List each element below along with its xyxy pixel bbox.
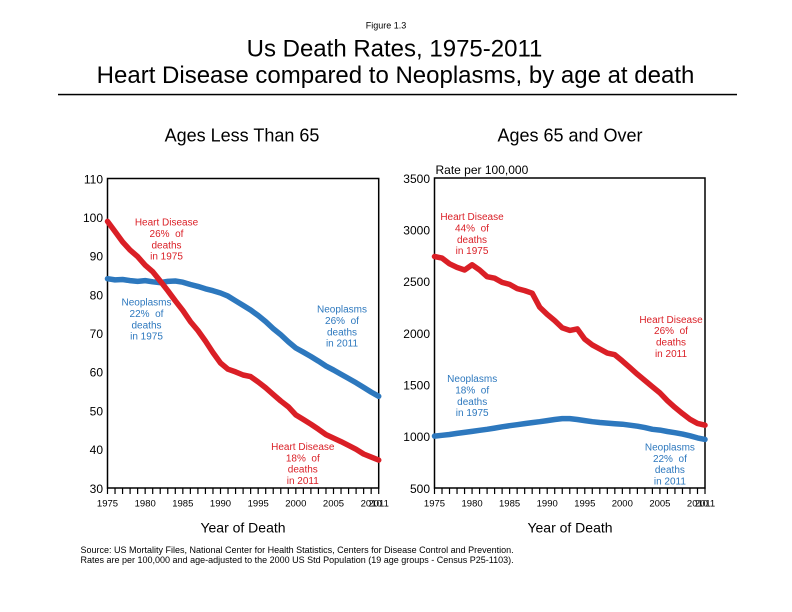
svg-text:1995: 1995 <box>574 498 595 509</box>
svg-text:in 2011: in 2011 <box>655 349 688 360</box>
svg-text:Ages Less Than 65: Ages Less Than 65 <box>165 126 320 146</box>
svg-text:18% of: 18% of <box>286 453 320 464</box>
svg-text:90: 90 <box>90 250 104 264</box>
svg-text:50: 50 <box>90 404 104 418</box>
svg-text:3000: 3000 <box>403 224 430 238</box>
svg-text:Neoplasms: Neoplasms <box>447 374 497 385</box>
svg-text:22% of: 22% of <box>130 309 164 320</box>
svg-text:deaths: deaths <box>457 397 487 408</box>
svg-text:Heart Disease compared to Neop: Heart Disease compared to Neoplasms, by … <box>97 62 695 89</box>
svg-text:Neoplasms: Neoplasms <box>317 305 367 316</box>
svg-text:70: 70 <box>90 327 104 341</box>
svg-text:1985: 1985 <box>172 498 193 509</box>
svg-text:2011: 2011 <box>368 498 388 509</box>
svg-text:Year of Death: Year of Death <box>527 519 612 535</box>
svg-text:1500: 1500 <box>403 379 430 393</box>
svg-text:100: 100 <box>83 211 103 225</box>
svg-text:2010: 2010 <box>361 498 382 509</box>
svg-text:in 1975: in 1975 <box>456 408 489 419</box>
svg-text:deaths: deaths <box>457 235 487 246</box>
svg-text:Rate per 100,000: Rate per 100,000 <box>436 163 529 177</box>
svg-text:Heart Disease: Heart Disease <box>135 218 199 229</box>
svg-text:Heart Disease: Heart Disease <box>440 212 504 223</box>
svg-text:2000: 2000 <box>612 498 633 509</box>
svg-text:deaths: deaths <box>327 327 357 338</box>
svg-text:Year of Death: Year of Death <box>200 519 285 535</box>
svg-text:deaths: deaths <box>151 240 181 251</box>
svg-text:Figure 1.3: Figure 1.3 <box>366 21 407 31</box>
svg-text:1980: 1980 <box>135 498 156 509</box>
svg-text:18% of: 18% of <box>455 386 489 397</box>
svg-text:2500: 2500 <box>403 275 430 289</box>
svg-text:40: 40 <box>90 443 104 457</box>
svg-text:44% of: 44% of <box>455 224 489 235</box>
svg-text:deaths: deaths <box>656 338 686 349</box>
svg-text:1975: 1975 <box>97 498 118 509</box>
svg-text:2000: 2000 <box>285 498 306 509</box>
svg-text:2005: 2005 <box>323 498 344 509</box>
svg-text:1985: 1985 <box>499 498 520 509</box>
svg-text:1975: 1975 <box>424 498 445 509</box>
svg-text:26% of: 26% of <box>325 316 359 327</box>
svg-text:deaths: deaths <box>288 465 318 476</box>
svg-text:1990: 1990 <box>210 498 231 509</box>
svg-text:in 1975: in 1975 <box>130 332 163 343</box>
svg-text:Ages 65 and Over: Ages 65 and Over <box>497 126 642 146</box>
svg-text:deaths: deaths <box>655 465 685 476</box>
svg-text:500: 500 <box>410 482 430 496</box>
svg-text:60: 60 <box>90 366 104 380</box>
svg-text:Neoplasms: Neoplasms <box>645 443 695 454</box>
svg-text:in 1975: in 1975 <box>456 246 489 257</box>
svg-text:3500: 3500 <box>403 172 430 186</box>
svg-text:2005: 2005 <box>649 498 670 509</box>
svg-text:in 2011: in 2011 <box>326 339 359 350</box>
svg-text:in 1975: in 1975 <box>150 252 183 263</box>
svg-text:1995: 1995 <box>248 498 269 509</box>
svg-text:in 2011: in 2011 <box>287 476 320 487</box>
svg-text:110: 110 <box>84 172 103 186</box>
svg-text:Rates are per 100,000 and age-: Rates are per 100,000 and age-adjusted t… <box>81 555 514 565</box>
svg-text:Source: US Mortality Files, Na: Source: US Mortality Files, National Cen… <box>81 545 514 555</box>
svg-text:Us Death Rates, 1975-2011: Us Death Rates, 1975-2011 <box>247 36 543 63</box>
svg-text:1980: 1980 <box>462 498 483 509</box>
svg-text:Heart Disease: Heart Disease <box>639 315 703 326</box>
svg-text:Neoplasms: Neoplasms <box>121 298 171 309</box>
svg-text:deaths: deaths <box>131 320 161 331</box>
svg-text:1000: 1000 <box>403 430 430 444</box>
svg-text:2000: 2000 <box>403 327 430 341</box>
svg-text:80: 80 <box>90 288 104 302</box>
svg-text:2011: 2011 <box>695 498 715 509</box>
svg-text:22% of: 22% of <box>653 454 687 465</box>
svg-text:26% of: 26% of <box>654 326 688 337</box>
svg-text:in 2011: in 2011 <box>654 477 687 488</box>
svg-text:26% of: 26% of <box>150 229 184 240</box>
svg-text:1990: 1990 <box>537 498 558 509</box>
svg-text:2010: 2010 <box>687 498 708 509</box>
svg-text:Heart Disease: Heart Disease <box>271 442 335 453</box>
svg-text:30: 30 <box>90 482 104 496</box>
